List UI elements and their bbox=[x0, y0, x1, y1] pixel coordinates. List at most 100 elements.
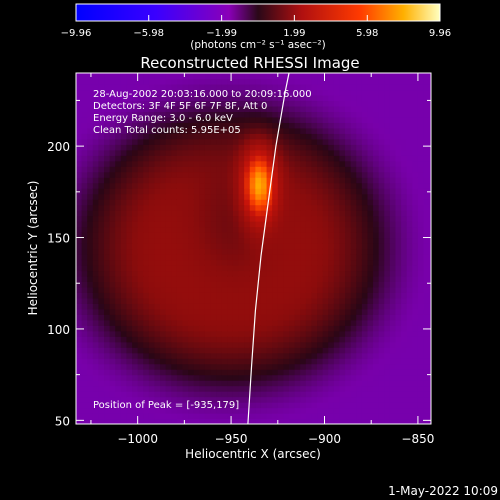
heatmap-cell bbox=[406, 83, 413, 91]
heatmap-cell bbox=[417, 391, 425, 398]
heatmap-cell bbox=[328, 89, 335, 96]
heatmap-cell bbox=[115, 319, 122, 326]
heatmap-cell bbox=[266, 193, 273, 200]
heatmap-cell bbox=[148, 396, 156, 403]
heatmap-cell bbox=[322, 166, 329, 173]
heatmap-cell bbox=[311, 363, 318, 370]
heatmap-cell bbox=[137, 314, 144, 321]
heatmap-cell bbox=[81, 292, 88, 299]
heatmap-cell bbox=[104, 226, 111, 233]
heatmap-cell bbox=[126, 385, 133, 392]
heatmap-cell bbox=[165, 160, 172, 167]
heatmap-cell bbox=[317, 177, 324, 184]
heatmap-cell bbox=[182, 237, 189, 244]
heatmap-cell bbox=[305, 385, 313, 392]
heatmap-cell bbox=[339, 89, 346, 96]
heatmap-cell bbox=[137, 286, 144, 293]
heatmap-cell bbox=[176, 374, 184, 381]
heatmap-cell bbox=[361, 177, 369, 184]
heatmap-cell bbox=[423, 330, 430, 337]
heatmap-cell bbox=[429, 188, 431, 195]
heatmap-cell bbox=[305, 171, 313, 178]
heatmap-cell bbox=[272, 281, 279, 288]
heatmap-cell bbox=[395, 89, 402, 96]
heatmap-cell bbox=[406, 122, 413, 129]
heatmap-cell bbox=[109, 319, 116, 326]
heatmap-cell bbox=[132, 248, 139, 255]
heatmap-cell bbox=[216, 149, 223, 156]
heatmap-cell bbox=[384, 374, 391, 381]
heatmap-cell bbox=[311, 94, 318, 102]
heatmap-cell bbox=[104, 363, 111, 370]
heatmap-cell bbox=[132, 308, 139, 315]
heatmap-cell bbox=[193, 385, 200, 392]
heatmap-cell bbox=[272, 396, 279, 403]
heatmap-cell bbox=[87, 281, 94, 288]
heatmap-cell bbox=[283, 297, 290, 304]
heatmap-cell bbox=[182, 396, 189, 403]
heatmap-cell bbox=[204, 396, 212, 403]
heatmap-cell bbox=[266, 369, 273, 376]
heatmap-cell bbox=[81, 402, 88, 409]
heatmap-cell bbox=[350, 253, 357, 261]
heatmap-cell bbox=[109, 78, 116, 85]
heatmap-cell bbox=[350, 292, 357, 299]
heatmap-cell bbox=[98, 347, 105, 354]
heatmap-cell bbox=[154, 402, 161, 409]
annotation-detectors: Detectors: 3F 4F 5F 6F 7F 8F, Att 0 bbox=[93, 101, 267, 112]
heatmap-cell bbox=[227, 215, 234, 222]
heatmap-cell bbox=[339, 116, 346, 123]
heatmap-cell bbox=[345, 358, 352, 365]
heatmap-cell bbox=[81, 193, 88, 200]
heatmap-cell bbox=[244, 325, 251, 332]
heatmap-cell bbox=[328, 292, 335, 299]
heatmap-cell bbox=[417, 111, 425, 118]
heatmap-cell bbox=[378, 336, 385, 343]
heatmap-cell bbox=[417, 407, 425, 414]
heatmap-cell bbox=[305, 215, 313, 222]
heatmap-cell bbox=[165, 116, 172, 123]
heatmap-cell bbox=[120, 292, 128, 299]
heatmap-cell bbox=[210, 286, 217, 293]
heatmap-cell bbox=[272, 380, 279, 387]
heatmap-cell bbox=[221, 160, 228, 167]
heatmap-cell bbox=[300, 275, 307, 282]
heatmap-cell bbox=[143, 292, 150, 299]
heatmap-cell bbox=[395, 78, 402, 85]
heatmap-cell bbox=[193, 374, 200, 381]
heatmap-cell bbox=[126, 413, 133, 420]
heatmap-cell bbox=[244, 199, 251, 206]
heatmap-cell bbox=[384, 308, 391, 315]
heatmap-cell bbox=[221, 133, 228, 140]
heatmap-cell bbox=[232, 226, 240, 233]
heatmap-cell bbox=[249, 177, 256, 184]
heatmap-cell bbox=[356, 73, 363, 80]
heatmap-cell bbox=[367, 325, 374, 332]
heatmap-cell bbox=[120, 259, 128, 266]
heatmap-cell bbox=[283, 232, 290, 239]
heatmap-cell bbox=[76, 188, 83, 195]
heatmap-cell bbox=[255, 253, 262, 261]
heatmap-cell bbox=[244, 215, 251, 222]
heatmap-cell bbox=[356, 221, 363, 228]
heatmap-cell bbox=[232, 193, 240, 200]
heatmap-cell bbox=[255, 89, 262, 96]
heatmap-cell bbox=[345, 418, 352, 424]
heatmap-cell bbox=[165, 237, 172, 244]
heatmap-cell bbox=[227, 243, 234, 250]
heatmap-cell bbox=[333, 407, 341, 414]
heatmap-cell bbox=[109, 407, 116, 414]
heatmap-cell bbox=[289, 116, 296, 123]
heatmap-cell bbox=[367, 358, 374, 365]
heatmap-cell bbox=[300, 232, 307, 239]
heatmap-cell bbox=[216, 363, 223, 370]
heatmap-cell bbox=[367, 352, 374, 359]
heatmap-cell bbox=[339, 188, 346, 195]
heatmap-cell bbox=[87, 111, 94, 118]
heatmap-cell bbox=[289, 358, 296, 365]
heatmap-cell bbox=[238, 270, 245, 277]
heatmap-cell bbox=[232, 330, 240, 337]
heatmap-cell bbox=[115, 243, 122, 250]
heatmap-cell bbox=[221, 259, 228, 266]
heatmap-cell bbox=[283, 286, 290, 293]
